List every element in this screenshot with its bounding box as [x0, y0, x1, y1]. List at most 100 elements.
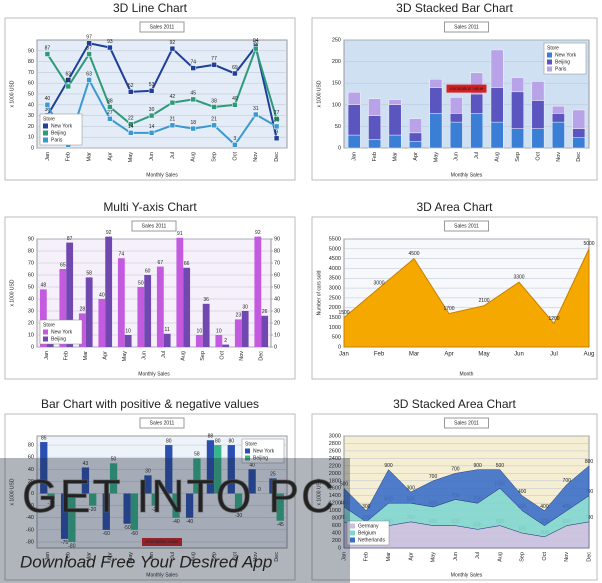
data-label: -10 [47, 501, 54, 507]
x-tick-label: Mar [386, 552, 392, 562]
x-tick-label: Nov [564, 552, 570, 562]
x-tick-label: Dec [274, 552, 280, 562]
y-tick-label: 50 [335, 124, 341, 130]
legend-label: New York [253, 448, 275, 454]
x-tick-label: May [433, 152, 439, 163]
data-label: 57 [65, 78, 71, 84]
bar [214, 445, 222, 494]
bar [176, 237, 184, 347]
y-axis-label: x 1000 USD [316, 80, 322, 107]
data-label: -45 [277, 522, 284, 528]
data-label: 700 [563, 478, 572, 484]
data-label: 42 [170, 94, 176, 100]
data-label: 36 [203, 297, 209, 303]
y2-tick-label: 40 [274, 296, 280, 302]
y2-tick-label: 20 [274, 320, 280, 326]
y-tick-label: 0 [31, 145, 34, 151]
bar-segment [572, 128, 586, 138]
x-tick-label: Sep [515, 152, 521, 162]
y-tick-label: 600 [332, 523, 341, 529]
chart-title: 3D Stacked Area Chart [393, 397, 516, 411]
data-label: 74 [190, 59, 196, 65]
bar-segment [470, 113, 484, 149]
x-tick-label: Aug [497, 552, 503, 562]
data-label: 92 [170, 40, 176, 46]
point [211, 104, 217, 110]
x-tick-label: Feb [374, 352, 385, 358]
y-tick-label: -60 [26, 527, 34, 533]
legend-swatch [43, 123, 48, 129]
data-label: 27 [274, 110, 280, 116]
subtitle-box [139, 21, 185, 33]
x-tick-label: Apr [103, 351, 109, 360]
x-tick-label: Apr [107, 552, 113, 561]
data-label: 87 [67, 236, 73, 242]
x-tick-label: Oct [232, 552, 238, 561]
x-tick-label: Dec [274, 152, 280, 162]
data-label: 93 [107, 39, 113, 45]
data-label: 87 [86, 45, 92, 51]
x-tick-label: Jun [514, 352, 524, 358]
y-tick-label: 80 [28, 443, 34, 449]
data-label: 400 [518, 489, 527, 495]
data-label: 21 [211, 117, 217, 123]
bar-segment [572, 109, 586, 129]
x-tick-label: Jun [149, 152, 155, 161]
x-tick-label: Jul [170, 152, 176, 159]
bar-segment [347, 104, 361, 136]
data-label: 87 [45, 45, 51, 51]
x-tick-label: Jan [341, 552, 347, 561]
point [86, 40, 92, 46]
y-tick-label: -20 [26, 503, 34, 509]
subtitle-box [444, 417, 489, 429]
x-tick-label: Nov [556, 152, 562, 162]
x-tick-label: Apr [413, 152, 419, 161]
x-tick-label: May [478, 352, 489, 358]
y-tick-label: 1000 [329, 325, 341, 331]
y-tick-label: 4500 [329, 256, 341, 262]
x-tick-label: Dec [586, 552, 592, 562]
x-axis-label: Monthly Sales [146, 572, 178, 578]
y-tick-label: 0 [338, 545, 341, 551]
point [128, 89, 134, 95]
bar [185, 493, 194, 518]
y-tick-label: 30 [28, 113, 34, 119]
bar-segment [531, 81, 545, 101]
x-tick-label: Oct [542, 552, 548, 561]
legend-swatch [43, 130, 48, 136]
data-label: 500 [340, 482, 349, 488]
chart-title: 3D Line Chart [113, 1, 188, 15]
y-tick-label: 3000 [329, 286, 341, 292]
data-label: -60 [103, 531, 110, 537]
data-label: 40 [249, 463, 255, 469]
x-tick-label: Feb [66, 152, 72, 161]
point [232, 102, 238, 108]
data-label: -40 [186, 519, 193, 525]
y2-tick-label: 80 [274, 248, 280, 254]
bar-segment [552, 105, 565, 114]
legend-label: Paris [51, 137, 63, 143]
x-tick-label: Jul [170, 552, 176, 559]
y-tick-label: 90 [28, 236, 34, 242]
x-tick-label: Apr [107, 152, 113, 161]
point [86, 77, 92, 83]
point [273, 116, 280, 122]
y-axis-label: x 1000 USD [316, 478, 322, 505]
bar-segment [490, 49, 504, 88]
y-tick-label: 1000 [329, 508, 341, 514]
bar [89, 493, 97, 506]
bar [215, 335, 223, 347]
x-tick-label: Jan [339, 352, 349, 358]
bar-segment [388, 99, 402, 105]
bar [66, 242, 74, 347]
bar-segment [552, 121, 565, 149]
data-label: 23 [236, 313, 242, 319]
y-tick-label: 20 [28, 124, 34, 130]
point [169, 45, 176, 52]
bar-segment [531, 128, 545, 149]
bar [98, 299, 106, 347]
y-tick-label: 1600 [329, 486, 341, 492]
data-label: 27 [107, 110, 113, 116]
y-axis-label: x 1000 USD [9, 80, 15, 107]
